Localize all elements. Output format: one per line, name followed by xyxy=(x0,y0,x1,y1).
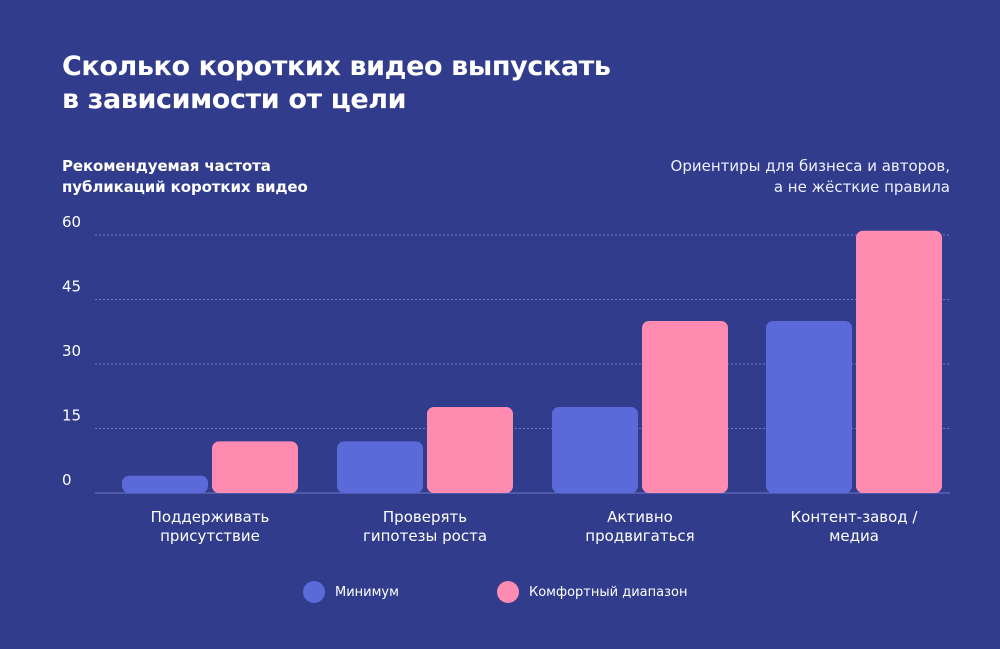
bar-minimum xyxy=(766,321,852,493)
category-label-line: медиа xyxy=(829,527,879,545)
y-tick-label: 30 xyxy=(62,342,81,360)
bar-minimum xyxy=(122,475,208,493)
legend: Минимум Комфортный диапазон xyxy=(0,580,1000,604)
chart-note-line-1: Ориентиры для бизнеса и авторов, xyxy=(670,157,950,175)
legend-label-comfort: Комфортный диапазон xyxy=(529,584,688,600)
y-tick-layer: 0 15 30 45 60 xyxy=(62,213,81,489)
legend-item-comfort: Комфортный диапазон xyxy=(497,580,687,604)
y-tick-label: 15 xyxy=(62,407,81,425)
category-label: Проверять гипотезы роста xyxy=(363,508,487,545)
chart-note: Ориентиры для бизнеса и авторов, а не жё… xyxy=(671,156,950,198)
category-label-line: гипотезы роста xyxy=(363,527,487,545)
bar-comfort xyxy=(427,407,513,493)
bar-minimum xyxy=(552,407,638,493)
category-label-layer: Поддерживать присутствие Проверять гипотезы… xyxy=(151,508,919,545)
y-axis-caption-line-1: Рекомендуемая частота xyxy=(62,157,271,175)
legend-swatch-comfort xyxy=(497,581,519,603)
legend-swatch-minimum xyxy=(303,581,325,603)
category-label: Поддерживать присутствие xyxy=(151,508,270,545)
bar-comfort xyxy=(642,321,728,493)
y-tick-label: 60 xyxy=(62,213,81,231)
chart-title-line-1: Сколько коротких видео выпускать xyxy=(62,51,611,82)
category-label-line: Активно xyxy=(607,508,673,526)
category-label: Активно продвигаться xyxy=(585,508,694,545)
legend-label-minimum: Минимум xyxy=(335,584,399,600)
bar-comfort xyxy=(856,230,942,493)
chart-note-line-2: а не жёсткие правила xyxy=(773,178,950,196)
legend-item-minimum: Минимум xyxy=(303,580,399,604)
chart-title: Сколько коротких видео выпускать в завис… xyxy=(62,50,611,116)
y-axis-caption: Рекомендуемая частота публикаций коротки… xyxy=(62,156,308,198)
bar-layer xyxy=(122,230,942,493)
category-label-line: присутствие xyxy=(160,527,260,545)
y-tick-label: 45 xyxy=(62,278,81,296)
category-label-line: Проверять xyxy=(383,508,467,526)
bar-minimum xyxy=(337,441,423,493)
category-label: Контент-завод / медиа xyxy=(791,508,919,545)
y-tick-label: 0 xyxy=(62,471,72,489)
category-label-line: Поддерживать xyxy=(151,508,270,526)
bar-chart: 0 15 30 45 60 Поддерживать присутствие Проверя… xyxy=(62,213,950,545)
y-axis-caption-line-2: публикаций коротких видео xyxy=(62,178,308,196)
category-label-line: Контент-завод / xyxy=(791,508,919,526)
chart-title-line-2: в зависимости от цели xyxy=(62,84,407,115)
category-label-line: продвигаться xyxy=(585,527,694,545)
bar-comfort xyxy=(212,441,298,493)
